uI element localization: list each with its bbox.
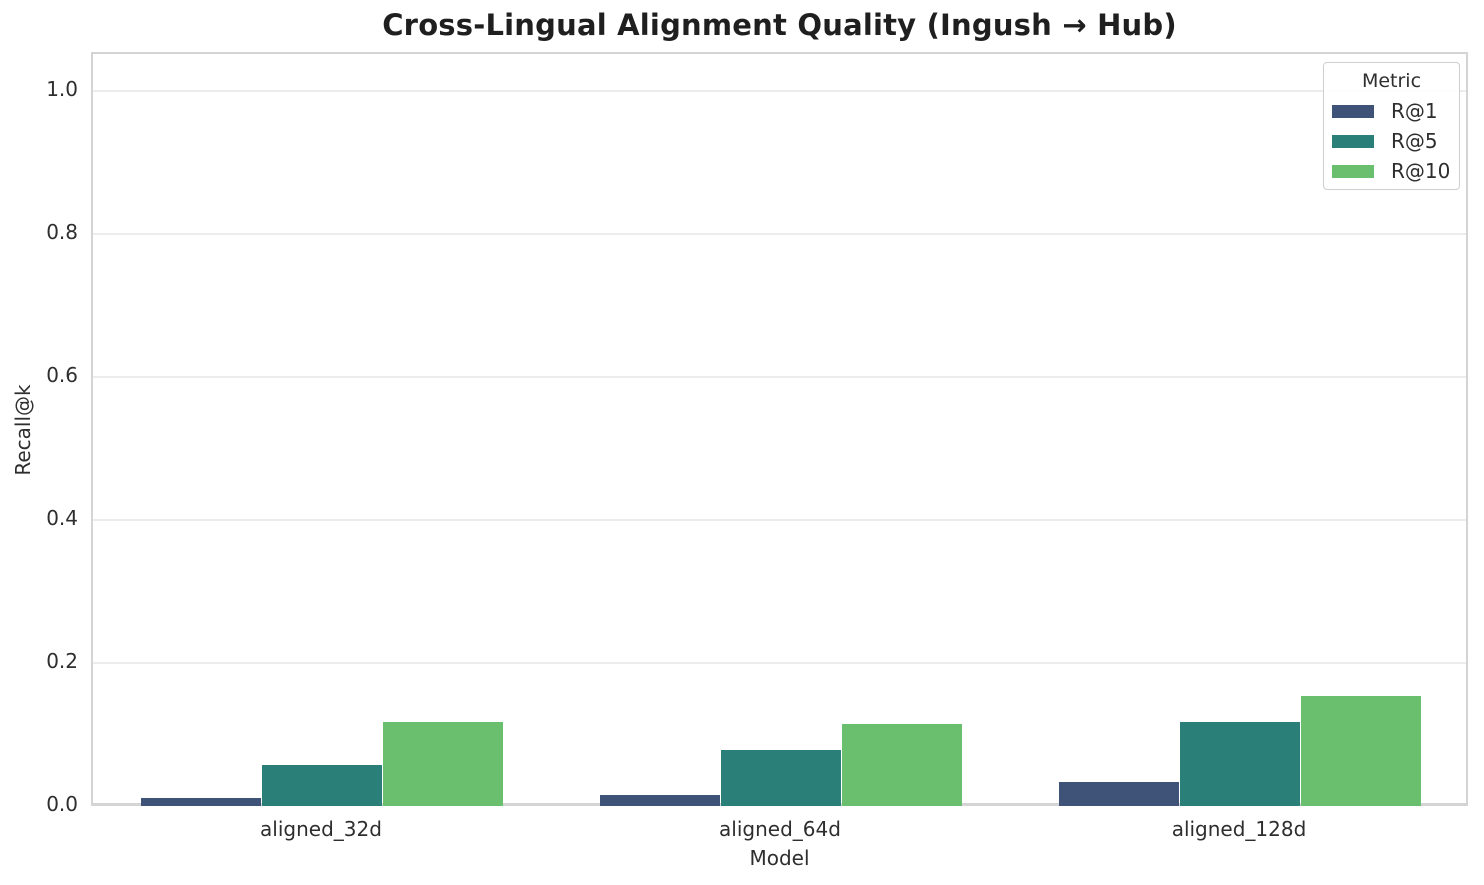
gridline-y-0.6 [93, 376, 1466, 378]
gridline-y-0.2 [93, 662, 1466, 664]
gridline-y-1 [93, 90, 1466, 92]
legend-label-R@1: R@1 [1391, 99, 1438, 123]
ytick-label-1.0: 1.0 [46, 77, 78, 101]
legend-label-R@10: R@10 [1391, 159, 1451, 183]
chart-title: Cross-Lingual Alignment Quality (Ingush … [382, 8, 1177, 42]
legend-swatch-R@1 [1332, 104, 1374, 118]
y-axis-label: Recall@k [11, 384, 35, 476]
plot-area [91, 52, 1468, 806]
ytick-label-0.8: 0.8 [46, 220, 78, 244]
bar-aligned_64d-R@10 [842, 724, 962, 806]
bar-aligned_64d-R@5 [721, 750, 841, 806]
legend-title: Metric [1361, 70, 1422, 92]
xtick-label-aligned_128d: aligned_128d [1171, 817, 1307, 841]
ytick-label-0.2: 0.2 [46, 649, 78, 673]
ytick-label-0.4: 0.4 [46, 506, 78, 530]
bar-aligned_64d-R@1 [600, 795, 720, 806]
bar-aligned_32d-R@5 [262, 765, 382, 806]
bar-aligned_128d-R@5 [1180, 722, 1300, 806]
ytick-label-0.0: 0.0 [46, 792, 78, 816]
gridline-y-0.4 [93, 519, 1466, 521]
bar-aligned_128d-R@1 [1059, 782, 1179, 806]
legend-item-R@1: R@1 [1324, 96, 1459, 126]
legend-label-R@5: R@5 [1391, 129, 1438, 153]
bar-aligned_128d-R@10 [1301, 696, 1421, 806]
legend: Metric R@1 R@5 R@10 [1323, 62, 1460, 190]
xtick-label-aligned_32d: aligned_32d [260, 817, 382, 841]
ytick-label-0.6: 0.6 [46, 363, 78, 387]
legend-swatch-R@5 [1332, 134, 1374, 148]
legend-items: R@1 R@5 R@10 [1324, 96, 1459, 186]
legend-item-R@5: R@5 [1324, 126, 1459, 156]
xtick-label-aligned_64d: aligned_64d [719, 817, 841, 841]
x-axis-label: Model [749, 846, 810, 870]
legend-swatch-R@10 [1332, 164, 1374, 178]
bar-aligned_32d-R@1 [141, 798, 261, 806]
bar-aligned_32d-R@10 [383, 722, 503, 806]
gridline-y-0.8 [93, 233, 1466, 235]
legend-item-R@10: R@10 [1324, 156, 1459, 186]
